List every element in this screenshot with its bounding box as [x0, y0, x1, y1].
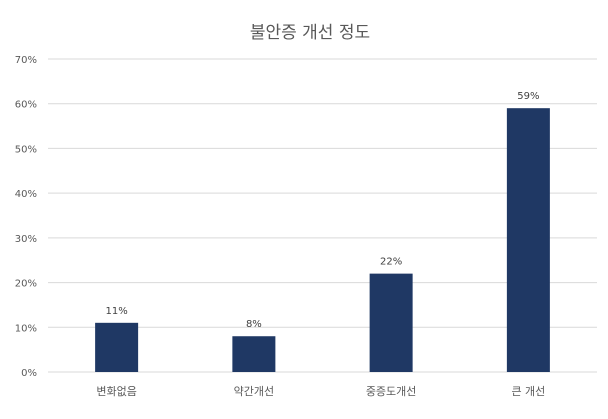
y-tick-label: 20%: [15, 279, 37, 290]
bar: [232, 336, 276, 372]
chart-title: 불안증 개선 정도: [250, 23, 370, 43]
data-label: 11%: [106, 306, 128, 317]
x-tick-label: 큰 개선: [511, 385, 545, 398]
y-tick-label: 50%: [15, 144, 37, 155]
bar: [95, 322, 139, 372]
y-tick-label: 0%: [21, 368, 37, 379]
data-label: 59%: [517, 91, 539, 102]
y-tick-label: 10%: [15, 323, 37, 334]
data-label: 8%: [246, 319, 262, 330]
y-tick-label: 30%: [15, 234, 37, 245]
y-tick-label: 40%: [15, 189, 37, 200]
x-tick-label: 약간개선: [234, 384, 274, 398]
x-tick-label: 중증도개선: [366, 385, 417, 398]
y-tick-label: 70%: [15, 55, 37, 66]
data-label: 22%: [380, 257, 402, 268]
x-tick-label: 변화없음: [96, 385, 136, 398]
bar: [369, 273, 413, 372]
y-tick-label: 60%: [15, 100, 37, 111]
bar: [506, 108, 550, 372]
